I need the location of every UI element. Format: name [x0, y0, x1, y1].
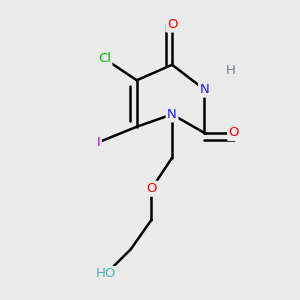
Text: O: O [229, 127, 239, 140]
Text: Cl: Cl [98, 52, 111, 65]
Text: O: O [167, 18, 177, 31]
Text: HO: HO [96, 268, 116, 281]
Text: H: H [226, 64, 236, 77]
Text: O: O [146, 182, 157, 195]
Text: N: N [200, 83, 209, 96]
Text: I: I [97, 136, 100, 149]
Text: N: N [167, 108, 177, 121]
